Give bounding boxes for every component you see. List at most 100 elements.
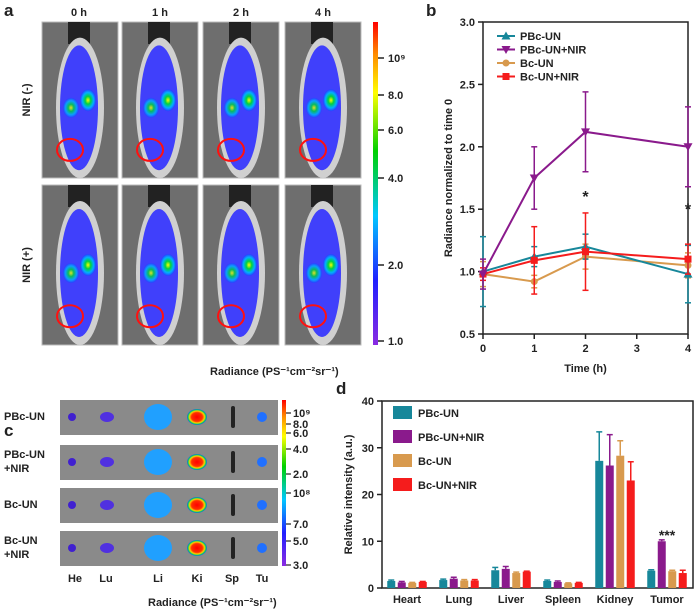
signal-hotspot <box>160 254 176 276</box>
tumor-circle <box>217 137 245 162</box>
legend-marker <box>501 46 511 54</box>
series-line <box>482 130 689 275</box>
tumor-circle <box>299 304 327 329</box>
organ-tumor <box>257 543 267 553</box>
time-header: 0 h <box>71 7 87 19</box>
legend-marker <box>502 59 510 67</box>
colorbar-tick-label: 10⁸ <box>293 488 310 500</box>
holder <box>311 185 333 207</box>
signal-hotspot <box>323 89 339 112</box>
bar-tumor <box>678 573 687 588</box>
signal-hotspot <box>80 89 96 112</box>
data-point <box>683 143 693 152</box>
organ-label: Tu <box>256 573 269 585</box>
holder <box>68 185 90 207</box>
bar-kidney <box>595 460 604 588</box>
data-point <box>529 174 539 183</box>
organ-label: Ki <box>192 573 203 585</box>
mouse-image <box>121 184 199 346</box>
x-tick-label: 4 <box>685 343 692 355</box>
y-tick-label: 30 <box>362 443 374 455</box>
colorbar-tick-label: 4.0 <box>293 444 308 456</box>
signal-hotspot <box>143 263 159 283</box>
y-tick-label: 20 <box>362 490 374 502</box>
organ-heart <box>68 501 76 509</box>
colorbar-tick-label: 2.0 <box>293 469 308 481</box>
organ-spleen <box>231 451 235 473</box>
organ-row-label: Bc-UN <box>4 499 38 511</box>
colorbar-tick-label: 4.0 <box>388 173 403 185</box>
x-tick-label: 3 <box>634 343 640 355</box>
category-label: Tumor <box>650 594 684 606</box>
y-tick-label: 0.5 <box>460 329 475 341</box>
plot-frame <box>381 400 694 589</box>
legend-swatch <box>393 478 412 491</box>
organ-strip <box>60 445 278 480</box>
series-line <box>482 245 689 276</box>
significance-marker: * <box>582 189 589 206</box>
colorbar-tick-label: 3.0 <box>293 560 308 572</box>
y-tick-label: 0 <box>368 583 374 595</box>
bar-kidney <box>616 455 625 588</box>
panel-letter-b: b <box>426 1 436 20</box>
series-bc-un-plus-nir <box>479 212 692 295</box>
x-tick-label: 2 <box>582 343 588 355</box>
organ-liver <box>144 535 172 561</box>
tumor-circle <box>56 137 84 162</box>
row-label-nir-minus: NIR (-) <box>21 83 33 116</box>
organ-lung <box>100 457 114 467</box>
y-tick-label: 2.5 <box>460 79 475 91</box>
organ-row-label: Bc-UN <box>4 535 38 547</box>
colorbar-tick-label: 2.0 <box>388 260 403 272</box>
legend-swatch <box>393 454 412 467</box>
bar-spleen <box>553 581 562 588</box>
organ-lung <box>100 543 114 553</box>
organ-strip <box>60 531 278 566</box>
holder <box>229 185 251 207</box>
bar-heart <box>397 582 406 588</box>
legend-label: PBc-UN <box>520 31 561 43</box>
organ-heart <box>68 544 76 552</box>
organ-spleen <box>231 537 235 559</box>
organ-kidney <box>187 497 207 513</box>
organ-row-label: +NIR <box>4 463 29 475</box>
panel-b-line-chart: 0.5 1.0 1.5 2.0 2.5 3.0 0 1 2 3 4 Time (h) Radiance … <box>443 17 693 375</box>
colorbar-label-c: Radiance (PS⁻¹cm⁻²sr⁻¹) <box>148 597 277 609</box>
organ-heart <box>68 458 76 466</box>
signal-hotspot <box>241 254 257 276</box>
panel-a-mouse-imaging: 0 h 1 h 2 h 4 h NIR (-) NIR (+) 10⁹ 8.0 6.… <box>21 7 405 378</box>
signal-hotspot <box>323 254 339 276</box>
y-tick-label: 1.5 <box>460 204 475 216</box>
category-label: Kidney <box>597 594 635 606</box>
organ-label: Sp <box>225 573 239 585</box>
organ-lung <box>100 500 114 510</box>
category-label: Lung <box>446 594 473 606</box>
panel-letter-c: c <box>4 421 13 440</box>
data-point <box>581 128 590 137</box>
legend-label: PBc-UN+NIR <box>418 432 484 444</box>
tumor-circle <box>56 304 84 329</box>
organ-spleen <box>231 494 235 516</box>
category-label: Heart <box>393 594 421 606</box>
tumor-circle <box>136 137 164 162</box>
bar-liver <box>522 571 531 588</box>
series-line <box>482 250 689 276</box>
organ-heart <box>68 413 76 421</box>
holder <box>68 22 90 44</box>
organ-kidney <box>187 409 207 425</box>
legend-label: PBc-UN+NIR <box>520 45 586 57</box>
bar-heart <box>418 581 427 588</box>
legend-marker <box>502 73 510 80</box>
bar-spleen <box>574 582 583 588</box>
bar-liver <box>512 573 521 588</box>
signal-hotspot <box>306 263 322 283</box>
significance-marker: *** <box>659 527 676 543</box>
organ-spleen <box>231 406 235 428</box>
colorbar-tick-label: 7.0 <box>293 519 308 531</box>
series-pbc-un-plus-nir <box>478 91 693 290</box>
data-point <box>478 270 488 279</box>
holder <box>148 22 170 44</box>
data-point <box>684 255 692 263</box>
legend-label: PBc-UN <box>418 408 459 420</box>
